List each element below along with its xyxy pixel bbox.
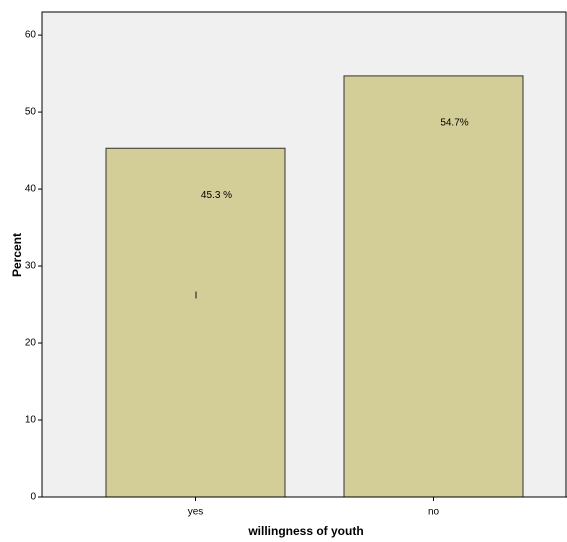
annotation: I [195, 291, 198, 302]
bar [343, 75, 524, 498]
y-tick-label: 10 [25, 415, 37, 426]
y-tick-label: 50 [25, 107, 37, 118]
y-tick-label: 30 [25, 261, 37, 272]
value-label: 45.3 % [201, 190, 232, 201]
y-tick-label: 40 [25, 184, 37, 195]
x-tick-label: yes [188, 507, 204, 518]
y-tick-label: 60 [25, 30, 37, 41]
value-label: 54.7% [440, 118, 468, 129]
x-tick-label: no [428, 507, 440, 518]
y-axis-title: Percent [10, 233, 24, 277]
y-tick-label: 20 [25, 338, 37, 349]
bar [105, 147, 286, 498]
y-tick-label: 0 [30, 492, 36, 503]
x-axis-title: willingness of youth [247, 524, 363, 538]
